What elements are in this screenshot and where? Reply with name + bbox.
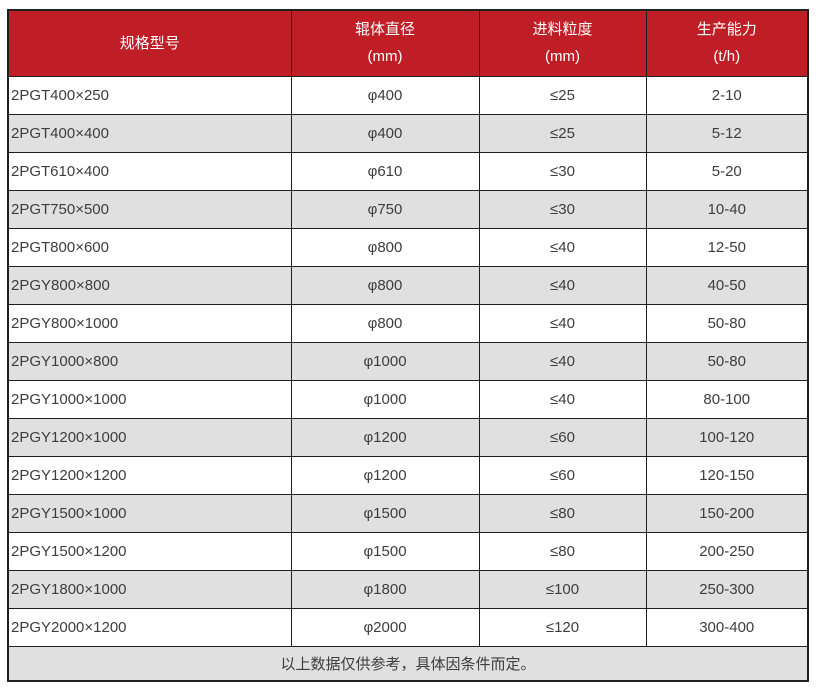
header-cell-feed: 进料粒度 (mm) bbox=[478, 9, 647, 77]
feed-cell: ≤60 bbox=[478, 417, 647, 457]
table-row: 2PGT400×400 φ400 ≤25 5-12 bbox=[7, 113, 809, 153]
model-cell: 2PGY800×1000 bbox=[7, 303, 292, 343]
table-row: 2PGY1200×1000 φ1200 ≤60 100-120 bbox=[7, 417, 809, 457]
table-row: 2PGY800×1000 φ800 ≤40 50-80 bbox=[7, 303, 809, 343]
diameter-cell: φ1800 bbox=[290, 569, 480, 609]
model-cell: 2PGY1500×1200 bbox=[7, 531, 292, 571]
header-cell-diameter: 辊体直径 (mm) bbox=[290, 9, 480, 77]
model-cell: 2PGT800×600 bbox=[7, 227, 292, 267]
header-row: 规格型号 辊体直径 (mm) 进料粒度 (mm) 生产能力 (t/h) bbox=[7, 9, 809, 77]
feed-cell: ≤120 bbox=[478, 607, 647, 647]
table-row: 2PGY1800×1000 φ1800 ≤100 250-300 bbox=[7, 569, 809, 609]
capacity-cell: 150-200 bbox=[645, 493, 809, 533]
model-cell: 2PGY1000×1000 bbox=[7, 379, 292, 419]
capacity-cell: 120-150 bbox=[645, 455, 809, 495]
feed-cell: ≤60 bbox=[478, 455, 647, 495]
table-row: 2PGY1000×1000 φ1000 ≤40 80-100 bbox=[7, 379, 809, 419]
capacity-cell: 50-80 bbox=[645, 303, 809, 343]
feed-cell: ≤25 bbox=[478, 113, 647, 153]
table-row: 2PGT610×400 φ610 ≤30 5-20 bbox=[7, 151, 809, 191]
table-row: 2PGY800×800 φ800 ≤40 40-50 bbox=[7, 265, 809, 305]
capacity-cell: 40-50 bbox=[645, 265, 809, 305]
table-row: 2PGY1200×1200 φ1200 ≤60 120-150 bbox=[7, 455, 809, 495]
table-row: 2PGT800×600 φ800 ≤40 12-50 bbox=[7, 227, 809, 267]
header-model-label: 规格型号 bbox=[119, 34, 180, 52]
diameter-cell: φ800 bbox=[290, 227, 480, 267]
capacity-cell: 10-40 bbox=[645, 189, 809, 229]
diameter-cell: φ400 bbox=[290, 75, 480, 115]
header-capacity-label: 生产能力 bbox=[696, 21, 757, 39]
feed-cell: ≤100 bbox=[478, 569, 647, 609]
diameter-cell: φ1500 bbox=[290, 493, 480, 533]
feed-cell: ≤80 bbox=[478, 531, 647, 571]
diameter-cell: φ400 bbox=[290, 113, 480, 153]
header-cell-capacity: 生产能力 (t/h) bbox=[645, 9, 809, 77]
diameter-cell: φ1000 bbox=[290, 379, 480, 419]
diameter-cell: φ1200 bbox=[290, 417, 480, 457]
footnote-row: 以上数据仅供参考，具体因条件而定。 bbox=[7, 645, 809, 682]
model-cell: 2PGY1800×1000 bbox=[7, 569, 292, 609]
capacity-cell: 300-400 bbox=[645, 607, 809, 647]
diameter-cell: φ750 bbox=[290, 189, 480, 229]
model-cell: 2PGY800×800 bbox=[7, 265, 292, 305]
table-row: 2PGY1500×1000 φ1500 ≤80 150-200 bbox=[7, 493, 809, 533]
model-cell: 2PGY1200×1200 bbox=[7, 455, 292, 495]
spec-table-header: 规格型号 辊体直径 (mm) 进料粒度 (mm) 生产能力 (t/h) bbox=[7, 9, 809, 77]
capacity-cell: 80-100 bbox=[645, 379, 809, 419]
diameter-cell: φ1500 bbox=[290, 531, 480, 571]
model-cell: 2PGY1200×1000 bbox=[7, 417, 292, 457]
header-capacity-unit: (t/h) bbox=[713, 48, 741, 66]
model-cell: 2PGY2000×1200 bbox=[7, 607, 292, 647]
feed-cell: ≤30 bbox=[478, 151, 647, 191]
spec-table-body: 2PGT400×250 φ400 ≤25 2-10 2PGT400×400 φ4… bbox=[7, 75, 809, 682]
capacity-cell: 12-50 bbox=[645, 227, 809, 267]
table-row: 2PGY2000×1200 φ2000 ≤120 300-400 bbox=[7, 607, 809, 647]
header-diameter-label: 辊体直径 bbox=[354, 21, 415, 39]
spec-table: 规格型号 辊体直径 (mm) 进料粒度 (mm) 生产能力 (t/h) 2PGT… bbox=[7, 9, 809, 682]
feed-cell: ≤40 bbox=[478, 265, 647, 305]
table-row: 2PGT400×250 φ400 ≤25 2-10 bbox=[7, 75, 809, 115]
feed-cell: ≤30 bbox=[478, 189, 647, 229]
diameter-cell: φ800 bbox=[290, 265, 480, 305]
header-feed-label: 进料粒度 bbox=[532, 21, 593, 39]
spec-table-container: 规格型号 辊体直径 (mm) 进料粒度 (mm) 生产能力 (t/h) 2PGT… bbox=[7, 9, 809, 682]
diameter-cell: φ1000 bbox=[290, 341, 480, 381]
model-cell: 2PGY1500×1000 bbox=[7, 493, 292, 533]
diameter-cell: φ610 bbox=[290, 151, 480, 191]
feed-cell: ≤40 bbox=[478, 303, 647, 343]
feed-cell: ≤25 bbox=[478, 75, 647, 115]
feed-cell: ≤80 bbox=[478, 493, 647, 533]
feed-cell: ≤40 bbox=[478, 379, 647, 419]
model-cell: 2PGT750×500 bbox=[7, 189, 292, 229]
capacity-cell: 200-250 bbox=[645, 531, 809, 571]
table-row: 2PGT750×500 φ750 ≤30 10-40 bbox=[7, 189, 809, 229]
model-cell: 2PGT610×400 bbox=[7, 151, 292, 191]
diameter-cell: φ2000 bbox=[290, 607, 480, 647]
header-cell-model: 规格型号 bbox=[7, 9, 292, 77]
capacity-cell: 50-80 bbox=[645, 341, 809, 381]
diameter-cell: φ1200 bbox=[290, 455, 480, 495]
capacity-cell: 5-20 bbox=[645, 151, 809, 191]
diameter-cell: φ800 bbox=[290, 303, 480, 343]
table-row: 2PGY1000×800 φ1000 ≤40 50-80 bbox=[7, 341, 809, 381]
model-cell: 2PGY1000×800 bbox=[7, 341, 292, 381]
capacity-cell: 100-120 bbox=[645, 417, 809, 457]
model-cell: 2PGT400×400 bbox=[7, 113, 292, 153]
capacity-cell: 2-10 bbox=[645, 75, 809, 115]
feed-cell: ≤40 bbox=[478, 341, 647, 381]
table-row: 2PGY1500×1200 φ1500 ≤80 200-250 bbox=[7, 531, 809, 571]
feed-cell: ≤40 bbox=[478, 227, 647, 267]
footnote-text: 以上数据仅供参考，具体因条件而定。 bbox=[7, 645, 809, 682]
capacity-cell: 5-12 bbox=[645, 113, 809, 153]
header-diameter-unit: (mm) bbox=[367, 48, 403, 66]
capacity-cell: 250-300 bbox=[645, 569, 809, 609]
header-feed-unit: (mm) bbox=[545, 48, 580, 66]
model-cell: 2PGT400×250 bbox=[7, 75, 292, 115]
